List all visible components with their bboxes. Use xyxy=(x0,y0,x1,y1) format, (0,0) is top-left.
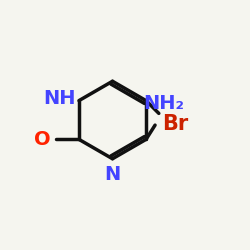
Text: N: N xyxy=(104,165,120,184)
Text: NH₂: NH₂ xyxy=(143,94,184,113)
Text: NH: NH xyxy=(44,89,76,108)
Text: O: O xyxy=(34,130,50,149)
Text: Br: Br xyxy=(162,114,188,134)
